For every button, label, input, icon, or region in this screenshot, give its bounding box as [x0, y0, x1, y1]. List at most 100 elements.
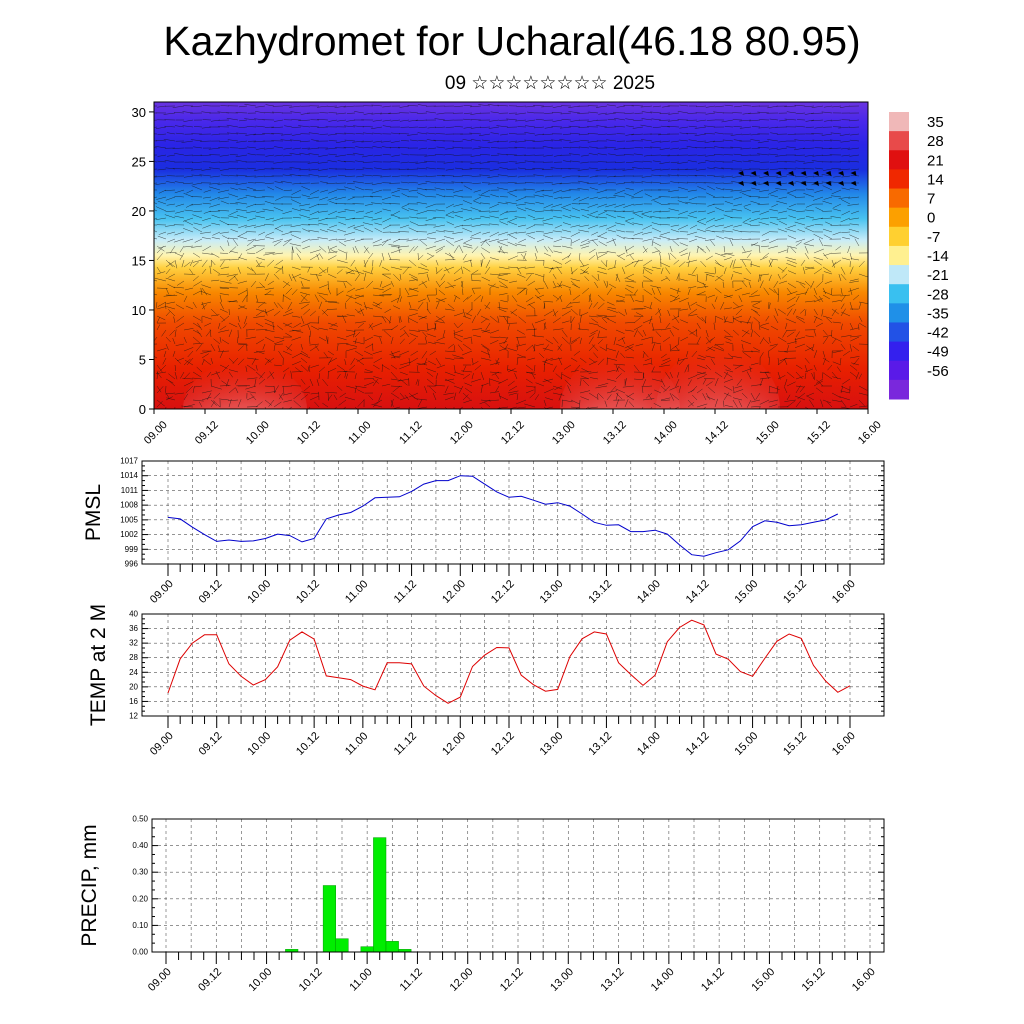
x-tick-label: 15.12: [800, 966, 828, 994]
colorbar-label: 14: [927, 171, 944, 188]
x-tick-label: 16.00: [856, 419, 884, 447]
x-tick-label: 09.00: [146, 966, 174, 994]
x-tick-label: 09.12: [196, 966, 224, 994]
precipitation-panel: 0.00 0.10 0.20 0.30 0.40 0.50 09.00 09.12 10.00 1…: [78, 815, 885, 994]
warm-core: [656, 347, 780, 409]
x-axis: 09.00 09.12 10.00 10.12 11.00 11.12 12.00 12.12…: [142, 409, 884, 447]
x-tick-label: 12.00: [448, 966, 476, 994]
x-tick-label: 09.00: [142, 419, 170, 447]
chart-title: Kazhydromet for Ucharal(46.18 80.95): [163, 18, 861, 64]
x-tick-label: 12.00: [440, 730, 468, 758]
y-tick-label: 0: [139, 402, 146, 417]
x-tick-label: 10.00: [244, 419, 272, 447]
colorbar-label: -28: [927, 286, 949, 303]
x-tick-label: 15.12: [781, 730, 809, 758]
x-tick-label: 13.00: [538, 578, 566, 606]
colorbar-label: -7: [927, 229, 940, 246]
y-tick-label: 28: [129, 653, 138, 662]
y-tick-label: 15: [132, 253, 146, 268]
x-tick-label: 15.00: [732, 578, 760, 606]
colorbar-swatch: [889, 169, 909, 190]
precip-bar: [322, 885, 336, 953]
y-tick-label: 24: [129, 668, 138, 677]
wind-arrow: [738, 171, 744, 176]
y-tick-label: 0.40: [132, 841, 148, 850]
precip-bar: [335, 938, 349, 953]
warm-core: [183, 361, 307, 409]
y-tick-label: 32: [129, 639, 138, 648]
x-tick-label: 11.12: [392, 730, 419, 757]
wind-arrow: [825, 171, 832, 176]
x-tick-label: 16.00: [830, 578, 858, 606]
wind-arrow: [763, 171, 769, 176]
x-tick-label: 12.12: [498, 966, 526, 994]
x-tick-label: 15.12: [781, 578, 809, 606]
colorbar: 35 28 21 14 7 0 -7 -14 -21 -28 -35 -42 -49 -56: [889, 112, 949, 400]
pmsl-panel: 996 999 1002 1005 1008 1011 1014 1017 09.00 09.12…: [82, 457, 885, 606]
cross-section-panel: 0 5 10 15 20 25 30 09.00 09.12 10.00 10.12 11.00 11…: [132, 101, 884, 447]
colorbar-swatch: [889, 379, 909, 400]
colorbar-swatch: [889, 245, 909, 266]
grid: [142, 460, 884, 565]
x-tick-label: 10.00: [245, 730, 273, 758]
x-tick-label: 10.12: [294, 730, 322, 758]
wind-arrow: [750, 171, 757, 176]
y-tick-label: 1011: [121, 486, 139, 495]
plot-frame: [141, 460, 885, 565]
colorbar-label: -35: [927, 305, 949, 322]
warm-core: [560, 354, 680, 409]
x-tick-label: 13.12: [586, 578, 614, 606]
wind-arrow: [788, 181, 794, 186]
y-axis-label: PMSL: [82, 484, 105, 541]
x-tick-label: 10.12: [294, 578, 322, 606]
precip-bar: [360, 946, 374, 953]
x-tick-label: 15.00: [732, 730, 760, 758]
wind-arrow: [850, 181, 857, 186]
x-tick-label: 16.00: [830, 730, 858, 758]
wind-vector-field: [154, 103, 868, 409]
x-tick-label: 16.00: [850, 966, 878, 994]
temperature-panel: 12 16 20 24 28 32 36 40 09.00 09.12 10.00 10.12 11.0…: [87, 604, 885, 758]
x-tick-label: 13.00: [538, 730, 566, 758]
wind-arrow: [763, 181, 769, 186]
wind-arrow: [825, 181, 832, 186]
x-tick-label: 11.00: [346, 419, 373, 446]
wind-vectors: [154, 103, 868, 409]
y-tick-label: 0.20: [132, 894, 148, 903]
wind-arrow: [788, 171, 794, 176]
y-tick-label: 20: [129, 682, 138, 691]
wind-arrow: [800, 171, 807, 176]
colorbar-swatch: [889, 226, 909, 247]
y-tick-label: 1017: [120, 457, 138, 466]
x-tick-label: 10.00: [246, 966, 274, 994]
y-tick-label: 1002: [120, 530, 138, 539]
y-tick-label: 1005: [120, 515, 138, 524]
colorbar-swatch: [889, 284, 909, 304]
x-tick-label: 15.00: [749, 966, 777, 994]
x-tick-label: 13.00: [548, 966, 576, 994]
y-tick-label: 40: [129, 610, 138, 619]
colorbar-swatch: [889, 322, 909, 343]
x-tick-label: 10.12: [297, 966, 325, 994]
wind-arrow: [775, 181, 782, 186]
colorbar-label: 21: [927, 152, 944, 169]
x-tick-label: 15.12: [805, 419, 833, 447]
colorbar-label: -56: [927, 363, 949, 380]
x-tick-label: 11.00: [347, 966, 374, 993]
y-tick-label: 1008: [120, 501, 138, 510]
y-tick-label: 10: [132, 303, 146, 318]
y-tick-label: 999: [125, 545, 139, 554]
y-tick-label: 5: [139, 352, 146, 367]
x-tick-label: 14.00: [649, 966, 677, 994]
y-tick-label: 30: [132, 105, 146, 120]
x-tick-label: 11.12: [397, 419, 424, 446]
wind-arrow: [813, 171, 819, 176]
x-tick-label: 09.12: [197, 730, 225, 758]
x-tick-label: 13.12: [598, 966, 626, 994]
x-tick-label: 11.12: [398, 966, 425, 993]
y-tick-label: 996: [125, 560, 139, 569]
colorbar-swatch: [889, 150, 909, 170]
wind-arrow: [750, 181, 757, 186]
wind-arrow: [838, 171, 844, 176]
